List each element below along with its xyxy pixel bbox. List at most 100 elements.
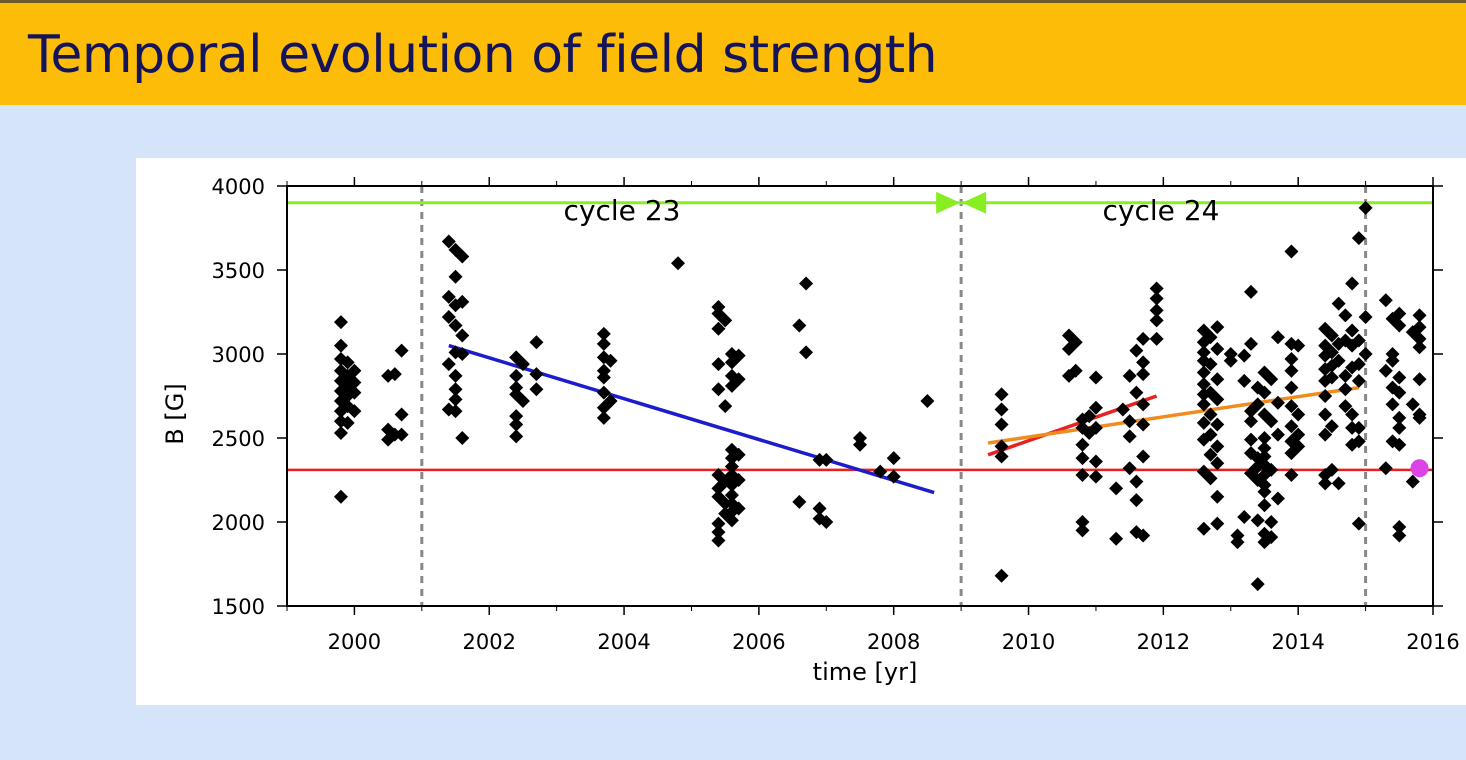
data-point xyxy=(333,338,348,353)
data-point xyxy=(1210,456,1225,471)
cycle-arrow-right xyxy=(936,191,961,214)
data-point xyxy=(731,372,746,387)
data-point xyxy=(441,289,456,304)
data-point xyxy=(448,404,463,419)
data-point xyxy=(1243,336,1258,351)
data-point xyxy=(1351,516,1366,531)
data-point xyxy=(441,234,456,249)
highlight-point xyxy=(1410,459,1429,478)
data-point xyxy=(603,353,618,368)
data-point xyxy=(711,525,726,540)
data-point xyxy=(1385,353,1400,368)
data-point xyxy=(1196,397,1211,412)
data-point xyxy=(724,378,739,393)
data-point xyxy=(1331,476,1346,491)
data-point xyxy=(529,367,544,382)
data-point xyxy=(1270,427,1285,442)
data-point xyxy=(1405,474,1420,489)
cycle-arrow-left xyxy=(962,191,987,214)
data-point xyxy=(596,336,611,351)
data-point xyxy=(1284,419,1299,434)
data-point xyxy=(455,347,470,361)
data-point xyxy=(1264,414,1279,429)
data-point xyxy=(1075,437,1090,452)
data-point xyxy=(340,399,355,414)
data-point xyxy=(1257,441,1272,456)
data-point xyxy=(340,415,355,430)
data-point xyxy=(596,410,611,425)
data-point xyxy=(799,345,814,360)
data-point xyxy=(340,355,355,370)
data-point xyxy=(1068,363,1083,378)
data-point xyxy=(387,367,402,382)
data-point xyxy=(1351,373,1366,388)
data-point xyxy=(1284,467,1299,482)
data-point xyxy=(1129,474,1144,489)
data-point xyxy=(448,368,463,383)
trend-line xyxy=(987,385,1360,445)
trend-line xyxy=(987,394,1158,457)
data-point xyxy=(1257,484,1272,499)
data-point xyxy=(1291,338,1306,353)
data-point xyxy=(1412,308,1427,323)
data-point xyxy=(1412,410,1427,425)
data-point xyxy=(347,385,362,400)
x-tick-label: 2000 xyxy=(328,630,381,654)
data-point xyxy=(1149,303,1164,318)
data-point xyxy=(1392,385,1407,400)
data-point xyxy=(455,249,470,264)
data-point xyxy=(1264,515,1279,529)
data-point xyxy=(711,533,726,548)
data-point xyxy=(455,328,470,343)
cycle-23-label: cycle 23 xyxy=(564,194,681,227)
data-point xyxy=(1115,402,1130,417)
data-point xyxy=(1291,439,1306,454)
data-point xyxy=(994,439,1009,454)
data-point xyxy=(1243,414,1258,429)
data-point xyxy=(1061,328,1076,343)
slide-header: Temporal evolution of field strength xyxy=(0,3,1466,105)
data-point xyxy=(441,357,456,372)
data-point xyxy=(1203,471,1218,486)
y-tick-label: 4000 xyxy=(212,175,265,199)
data-point xyxy=(1122,368,1137,383)
data-point xyxy=(1136,397,1151,412)
data-point xyxy=(1088,370,1103,385)
data-point xyxy=(596,370,611,385)
data-point xyxy=(1392,520,1407,535)
data-point xyxy=(1412,320,1427,335)
data-point xyxy=(1284,352,1299,367)
data-point xyxy=(994,568,1009,583)
chart-panel: 2000 2002 2004 2006 2008 2010 2012 2014 2016 1500… xyxy=(136,158,1466,705)
data-point xyxy=(731,447,746,462)
data-point xyxy=(1264,372,1279,387)
data-point xyxy=(1324,370,1339,385)
data-point xyxy=(1392,306,1407,321)
data-point xyxy=(441,310,456,325)
data-point xyxy=(515,357,530,372)
data-point xyxy=(448,392,463,407)
data-point xyxy=(347,363,362,378)
y-tick-label: 2500 xyxy=(212,427,265,451)
data-point xyxy=(1291,427,1306,442)
data-point xyxy=(994,402,1009,417)
data-point xyxy=(670,256,685,271)
x-tick-label: 2016 xyxy=(1406,630,1459,654)
x-tick-label: 2006 xyxy=(732,630,785,654)
data-point xyxy=(711,382,726,397)
data-point xyxy=(724,459,739,474)
data-point xyxy=(1129,343,1144,358)
data-point xyxy=(1392,437,1407,452)
data-point xyxy=(886,469,901,484)
y-tick-label: 3000 xyxy=(212,343,265,367)
data-point xyxy=(1358,347,1373,361)
data-point xyxy=(509,429,524,444)
data-point xyxy=(1210,516,1225,531)
data-point xyxy=(1210,439,1225,454)
data-point xyxy=(1270,491,1285,506)
data-point xyxy=(1412,340,1427,355)
data-point xyxy=(1122,461,1137,476)
data-point xyxy=(529,382,544,397)
data-point xyxy=(603,394,618,409)
data-point xyxy=(1378,363,1393,378)
